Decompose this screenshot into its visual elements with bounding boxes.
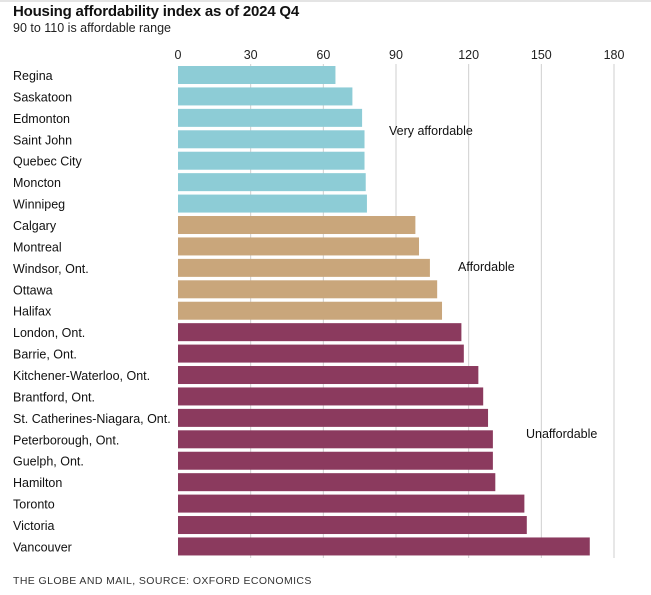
bar-chart: 0 30 60 90 120 150 180 Regina Saskatoon Edmonton S… — [13, 48, 625, 558]
category-label: Saskatoon — [13, 90, 72, 104]
bar-london-ont- — [178, 323, 462, 342]
bar-st-catherines-niagara-ont- — [178, 408, 489, 427]
category-label: Hamilton — [13, 476, 62, 490]
category-label: Guelph, Ont. — [13, 455, 84, 469]
x-tick-label: 0 — [175, 48, 182, 62]
bar-winnipeg — [178, 194, 367, 213]
bar-toronto — [178, 494, 525, 513]
bar-montreal — [178, 237, 420, 256]
bar-brantford-ont- — [178, 387, 484, 406]
top-border — [0, 0, 651, 2]
bar-vancouver — [178, 537, 590, 556]
category-label: Saint John — [13, 133, 72, 147]
bar-quebec-city — [178, 151, 365, 170]
category-label: Kitchener-Waterloo, Ont. — [13, 369, 150, 383]
x-tick-label: 120 — [458, 48, 479, 62]
category-label: Windsor, Ont. — [13, 262, 89, 276]
category-label: Vancouver — [13, 540, 72, 554]
category-label: Quebec City — [13, 155, 83, 169]
bar-peterborough-ont- — [178, 430, 493, 449]
category-label: Winnipeg — [13, 198, 65, 212]
category-label: Regina — [13, 69, 53, 83]
chart-subtitle: 90 to 110 is affordable range — [13, 21, 171, 35]
category-label: Ottawa — [13, 283, 53, 297]
bar-guelph-ont- — [178, 451, 493, 470]
x-tick-label: 90 — [389, 48, 403, 62]
x-tick-label: 30 — [244, 48, 258, 62]
annotation-unaffordable: Unaffordable — [526, 427, 597, 441]
x-tick-label: 180 — [604, 48, 625, 62]
bar-hamilton — [178, 473, 496, 492]
source-credit: THE GLOBE AND MAIL, SOURCE: OXFORD ECONO… — [13, 575, 312, 587]
chart-title: Housing affordability index as of 2024 Q… — [13, 3, 300, 20]
category-label: Halifax — [13, 305, 52, 319]
category-label: Edmonton — [13, 112, 70, 126]
category-label: St. Catherines-Niagara, Ont. — [13, 412, 171, 426]
bar-calgary — [178, 216, 416, 235]
category-label: Brantford, Ont. — [13, 390, 95, 404]
category-label: Peterborough, Ont. — [13, 433, 119, 447]
bar-kitchener-waterloo-ont- — [178, 366, 479, 385]
category-label: Victoria — [13, 519, 55, 533]
bar-regina — [178, 66, 336, 84]
category-label: Moncton — [13, 176, 61, 190]
bar-moncton — [178, 173, 366, 192]
category-label: Montreal — [13, 240, 62, 254]
category-label: Calgary — [13, 219, 57, 233]
annotation-very-affordable: Very affordable — [389, 124, 473, 138]
category-label: Toronto — [13, 498, 55, 512]
bar-ottawa — [178, 280, 438, 299]
bar-saint-john — [178, 130, 365, 149]
x-tick-label: 60 — [316, 48, 330, 62]
annotation-affordable: Affordable — [458, 260, 515, 274]
bar-barrie-ont- — [178, 344, 464, 363]
bar-saskatoon — [178, 87, 353, 106]
category-label: London, Ont. — [13, 326, 85, 340]
bar-halifax — [178, 301, 443, 320]
bar-victoria — [178, 516, 527, 535]
x-tick-label: 150 — [531, 48, 552, 62]
category-label: Barrie, Ont. — [13, 348, 77, 362]
bar-edmonton — [178, 108, 363, 127]
bar-windsor-ont- — [178, 258, 430, 277]
